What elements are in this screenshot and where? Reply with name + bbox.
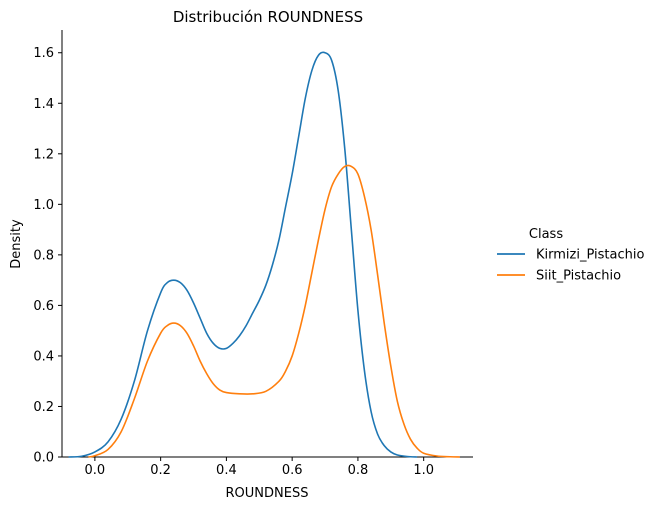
legend-title: Class	[529, 227, 563, 242]
legend-items: Kirmizi_Pistachio Siit_Pistachio	[497, 248, 644, 284]
y-axis-label: Density	[9, 219, 24, 269]
y-ticks: 0.0 0.2 0.4 0.6 0.8 1.0 1.2 1.4 1.6	[33, 46, 62, 466]
x-axis-label: ROUNDNESS	[226, 486, 309, 501]
y-tick-label: 0.6	[33, 299, 54, 314]
y-tick-label: 1.4	[33, 97, 54, 112]
y-tick-label: 0.0	[33, 451, 54, 466]
x-tick-label: 0.0	[85, 463, 106, 478]
plot-area: 0.0 0.2 0.4 0.6 0.8 1.0 0.0 0.2 0.4 0.6 0.8 1.0 1.2…	[33, 30, 473, 478]
series-line-siit-pistachio	[88, 164, 460, 458]
series-line-kirmizi-pistachio	[68, 51, 418, 458]
legend: Class Kirmizi_Pistachio Siit_Pistachio	[497, 227, 644, 284]
legend-label: Siit_Pistachio	[536, 269, 621, 284]
x-tick-label: 0.2	[150, 463, 171, 478]
chart-title: Distribución ROUNDNESS	[173, 8, 363, 26]
y-tick-label: 0.4	[33, 349, 54, 364]
series-lines	[68, 51, 460, 458]
x-tick-label: 0.8	[348, 463, 369, 478]
y-tick-label: 1.0	[33, 198, 54, 213]
y-tick-label: 0.2	[33, 400, 54, 415]
legend-label: Kirmizi_Pistachio	[536, 248, 644, 263]
y-tick-label: 1.2	[33, 147, 54, 162]
x-tick-label: 0.4	[216, 463, 237, 478]
legend-item: Siit_Pistachio	[497, 269, 621, 284]
y-tick-label: 1.6	[33, 46, 54, 61]
legend-item: Kirmizi_Pistachio	[497, 248, 644, 263]
x-tick-label: 1.0	[413, 463, 434, 478]
x-tick-label: 0.6	[282, 463, 303, 478]
x-ticks: 0.0 0.2 0.4 0.6 0.8 1.0	[85, 457, 434, 478]
y-tick-label: 0.8	[33, 248, 54, 263]
